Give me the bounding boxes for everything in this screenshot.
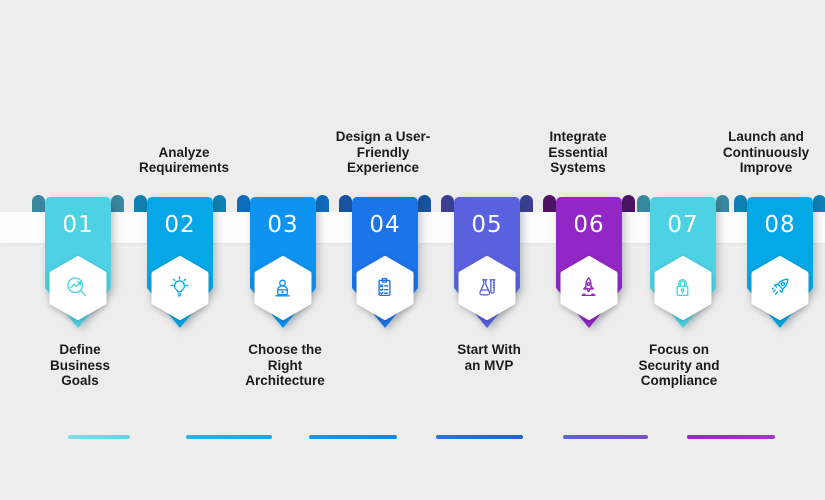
label-line: an MVP	[464, 357, 514, 373]
ribbon-tab-left	[237, 195, 250, 215]
ribbon-tab-left	[441, 195, 454, 215]
step-label: Focus on Security and Compliance	[638, 342, 719, 389]
label-line: Design a User-	[335, 129, 431, 145]
hexagon-shape	[654, 256, 712, 320]
label-line: Define	[59, 342, 101, 357]
ribbon-tab-left	[637, 195, 650, 215]
step-column-05: 05 Start With an MVP	[430, 0, 544, 500]
label-line: Architecture	[245, 373, 325, 389]
rocket-launch-icon	[581, 277, 596, 297]
hexagon-badge	[48, 256, 108, 320]
step-number: 05	[471, 212, 503, 238]
step-column-04: 04 Design a User- Friendly Experience	[328, 0, 442, 500]
label-line: Friendly	[356, 144, 410, 160]
hexagon-badge	[457, 256, 517, 320]
hexagon-badge	[150, 256, 210, 320]
hexagon-badge	[559, 256, 619, 320]
label-line: Integrate	[549, 129, 607, 145]
hexagon-shape	[254, 256, 312, 320]
ribbon-tab-right	[813, 195, 825, 215]
step-label: Choose the Right Architecture	[245, 342, 325, 389]
step-number: 03	[267, 212, 299, 238]
hexagon-badge	[253, 256, 313, 320]
progress-line-2	[186, 435, 272, 439]
padlock-icon	[676, 278, 689, 297]
developer-laptop-icon	[275, 279, 290, 297]
ribbon-tab-right	[111, 195, 124, 215]
hexagon-badge	[653, 256, 713, 320]
progress-line-1	[68, 435, 130, 439]
ribbon-tab-left	[134, 195, 147, 215]
ribbon-tab-right	[716, 195, 729, 215]
step-column-06: 06 Integrate Essential Systems	[532, 0, 646, 500]
hexagon-badge	[355, 256, 415, 320]
label-line: Compliance	[640, 373, 718, 389]
hexagon-shape	[560, 256, 618, 320]
progress-line-6	[687, 435, 775, 439]
label-line: Continuously	[722, 144, 810, 160]
ribbon-tab-left	[543, 195, 556, 215]
label-line: Right	[267, 357, 303, 373]
hexagon-shape	[151, 256, 209, 320]
flask-icon	[479, 279, 496, 296]
step-column-01: 01 Define Business Goals	[21, 0, 135, 500]
step-number: 07	[667, 212, 699, 238]
step-number: 01	[62, 212, 94, 238]
label-line: Security and	[638, 357, 720, 373]
label-line: Launch and	[728, 129, 804, 145]
step-label: Analyze Requirements	[139, 145, 229, 176]
step-column-07: 07 Focus on Security and Compliance	[626, 0, 740, 500]
progress-line-4	[436, 435, 523, 439]
label-line: Experience	[346, 160, 420, 176]
rocket-icon	[771, 278, 789, 295]
lightbulb-icon	[170, 276, 189, 297]
label-line: Business	[49, 357, 111, 373]
label-line: Systems	[550, 160, 606, 176]
label-line: Start With	[457, 342, 521, 357]
label-line: Choose the	[248, 342, 322, 357]
label-line: Focus on	[649, 342, 709, 357]
progress-line-3	[309, 435, 397, 439]
hexagon-badge	[750, 256, 810, 320]
hexagon-shape	[751, 256, 809, 320]
step-column-02: 02 Analyze Requirements	[123, 0, 237, 500]
step-label: Launch and Continuously Improve	[723, 129, 809, 176]
ribbon-tab-right	[316, 195, 329, 215]
ribbon-tab-left	[32, 195, 45, 215]
ribbon-tab-right	[213, 195, 226, 215]
label-line: Requirements	[138, 160, 230, 176]
step-number: 06	[573, 212, 605, 238]
progress-line-5	[563, 435, 648, 439]
ribbon-tab-left	[734, 195, 747, 215]
step-column-03: 03 Choose the Right Architecture	[226, 0, 340, 500]
ribbon-tab-right	[418, 195, 431, 215]
step-label: Start With an MVP	[457, 342, 521, 373]
ribbon-tab-right	[622, 195, 635, 215]
clipboard-checklist-icon	[378, 277, 391, 297]
step-number: 04	[369, 212, 401, 238]
ribbon-tab-right	[520, 195, 533, 215]
step-number: 08	[764, 212, 796, 238]
hexagon-shape	[49, 256, 107, 320]
magnifier-trend-icon	[67, 277, 86, 296]
hexagon-shape	[356, 256, 414, 320]
step-column-08: 08 Launch and Continuously Improve	[723, 0, 825, 500]
label-line: Essential	[548, 144, 608, 160]
step-number: 02	[164, 212, 196, 238]
step-label: Design a User- Friendly Experience	[336, 129, 431, 176]
step-label: Define Business Goals	[50, 342, 110, 389]
label-line: Improve	[739, 160, 793, 176]
label-line: Analyze	[158, 144, 210, 160]
label-line: Goals	[61, 373, 99, 389]
ribbon-tab-left	[339, 195, 352, 215]
step-label: Integrate Essential Systems	[548, 129, 607, 176]
